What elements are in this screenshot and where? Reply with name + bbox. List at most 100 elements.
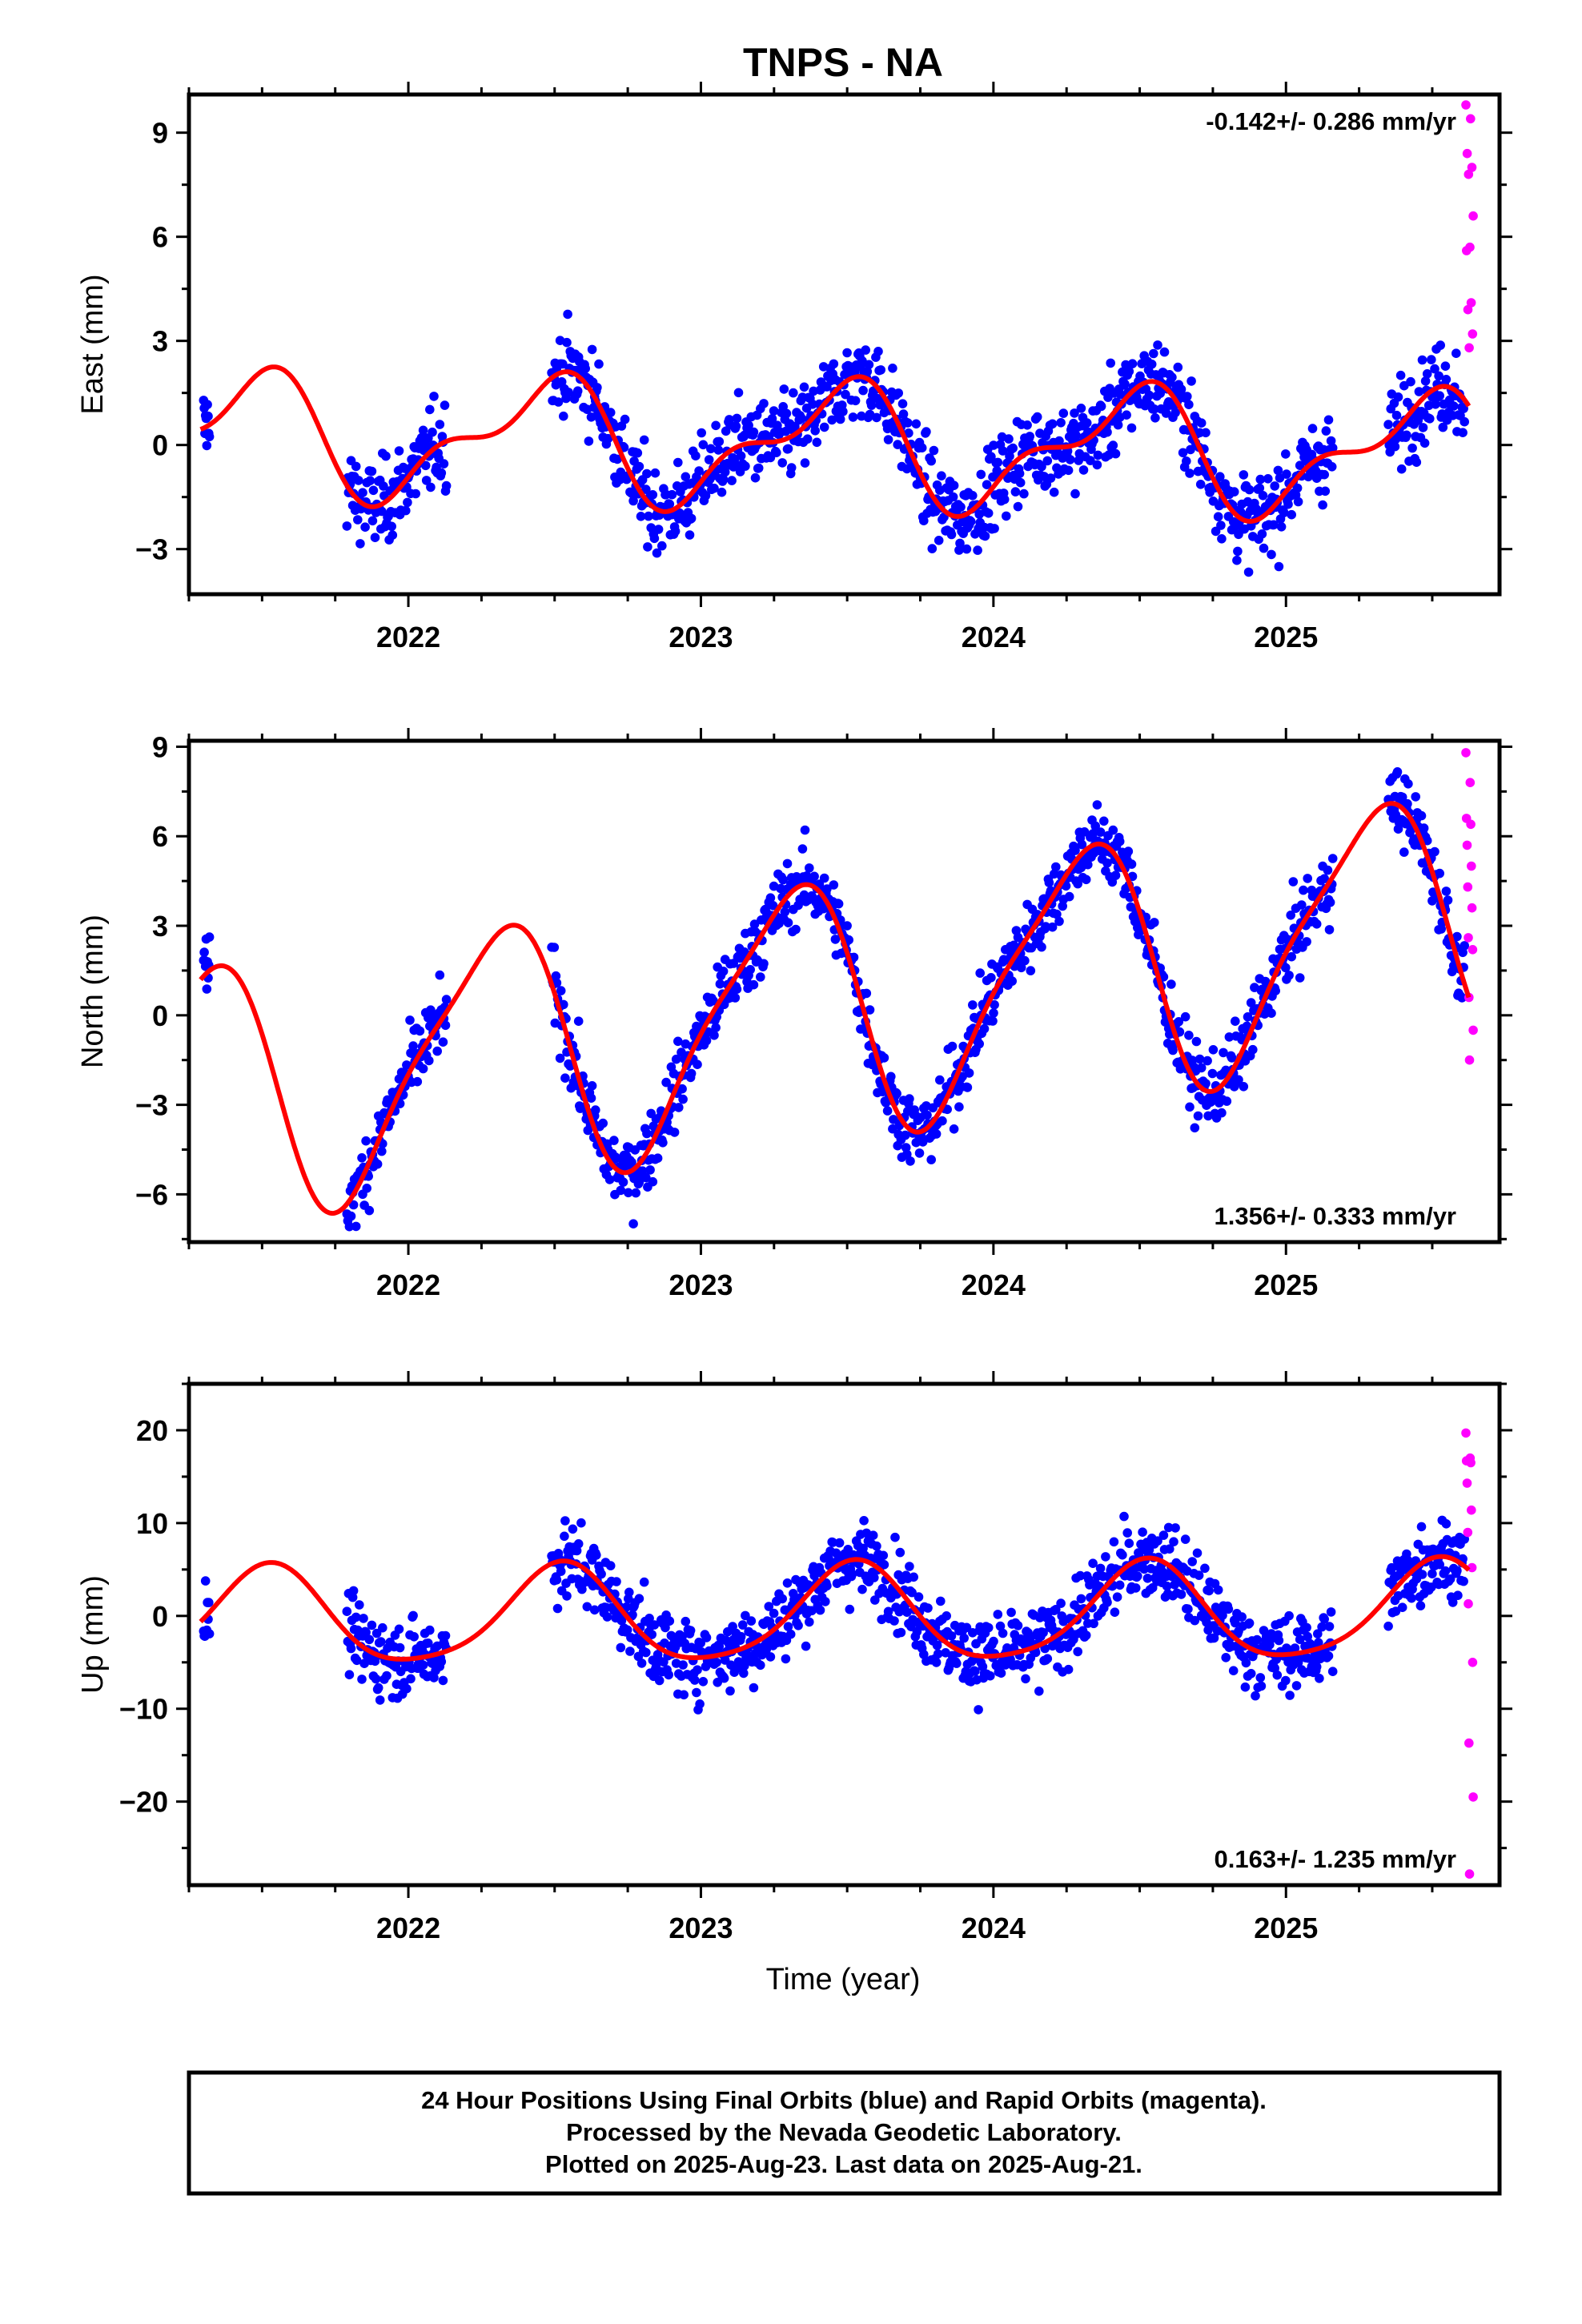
final-orbit-point	[409, 1632, 419, 1642]
final-orbit-point	[1163, 1522, 1174, 1533]
final-orbit-point	[1063, 1664, 1074, 1675]
final-orbit-point	[1070, 846, 1080, 855]
final-orbit-point	[695, 1699, 705, 1709]
final-orbit-point	[612, 1577, 621, 1586]
final-orbit-point	[713, 1678, 722, 1687]
final-orbit-point	[549, 943, 560, 952]
final-orbit-point	[872, 412, 881, 423]
final-orbit-point	[782, 1578, 793, 1588]
final-orbit-point	[403, 497, 412, 508]
final-orbit-point	[714, 436, 725, 447]
final-orbit-point	[1165, 1544, 1174, 1554]
final-orbit-point	[1286, 911, 1295, 920]
y-tick-label: 3	[152, 325, 168, 358]
rapid-orbit-point	[1462, 246, 1472, 255]
final-orbit-point	[922, 1110, 932, 1120]
final-orbit-point	[1089, 1618, 1098, 1629]
final-orbit-point	[1182, 392, 1192, 401]
final-orbit-point	[657, 541, 667, 551]
final-orbit-point	[1276, 522, 1287, 532]
final-orbit-point	[1272, 1670, 1283, 1680]
final-orbit-point	[1281, 449, 1291, 459]
final-orbit-point	[1273, 465, 1283, 476]
final-orbit-point	[753, 463, 764, 473]
final-orbit-point	[693, 1059, 702, 1069]
final-orbit-point	[628, 496, 638, 506]
final-orbit-point	[872, 1541, 881, 1551]
rapid-orbit-point	[1466, 298, 1476, 308]
final-orbit-point	[962, 544, 972, 554]
final-orbit-point	[1327, 1667, 1338, 1676]
final-orbit-point	[560, 1073, 570, 1083]
final-orbit-point	[706, 444, 716, 454]
final-orbit-point	[694, 466, 704, 476]
final-orbit-point	[367, 1620, 377, 1630]
final-orbit-point	[727, 476, 737, 485]
final-orbit-point	[346, 1643, 356, 1654]
final-orbit-point	[895, 1547, 905, 1558]
east-plot-frame	[187, 92, 1502, 597]
final-orbit-point	[780, 907, 790, 917]
final-orbit-point	[1004, 434, 1014, 444]
final-orbit-point	[1285, 1691, 1295, 1700]
final-orbit-point	[1317, 1622, 1327, 1632]
final-orbit-point	[1076, 404, 1086, 413]
final-orbit-point	[612, 454, 622, 464]
final-orbit-point	[1320, 486, 1331, 497]
final-orbit-point	[440, 1020, 451, 1031]
final-orbit-point	[1441, 887, 1452, 896]
final-orbit-point	[725, 1686, 735, 1696]
up-y-axis-label: Up (mm)	[76, 1575, 110, 1694]
final-orbit-point	[1193, 1111, 1203, 1121]
final-orbit-point	[1457, 993, 1467, 1003]
final-orbit-point	[873, 347, 883, 356]
final-orbit-point	[644, 511, 653, 521]
final-orbit-point	[1416, 810, 1427, 821]
final-orbit-point	[686, 1068, 697, 1079]
final-orbit-point	[1052, 909, 1062, 919]
final-orbit-point	[1258, 491, 1268, 501]
final-orbit-point	[745, 965, 755, 975]
final-orbit-point	[946, 1631, 957, 1641]
final-orbit-point	[970, 1667, 980, 1676]
final-orbit-point	[883, 435, 893, 444]
final-orbit-point	[948, 492, 958, 502]
final-orbit-point	[1248, 1044, 1258, 1055]
final-orbit-point	[402, 1683, 412, 1694]
final-orbit-point	[949, 480, 959, 490]
final-orbit-point	[421, 476, 432, 485]
final-orbit-point	[1047, 419, 1058, 429]
final-orbit-point	[749, 1683, 759, 1693]
final-orbit-point	[769, 1608, 779, 1618]
final-orbit-point	[993, 457, 1003, 468]
rapid-orbit-point	[1461, 1428, 1471, 1438]
final-orbit-point	[401, 505, 411, 516]
final-orbit-point	[1295, 1634, 1305, 1644]
x-axis-label: Time (year)	[766, 1963, 921, 1996]
final-orbit-point	[756, 1660, 765, 1671]
final-orbit-point	[1020, 955, 1030, 966]
final-orbit-point	[808, 400, 817, 409]
final-orbit-point	[685, 1626, 696, 1635]
final-orbit-point	[673, 1036, 683, 1047]
final-orbit-point	[1282, 469, 1291, 479]
final-orbit-point	[584, 436, 594, 446]
final-orbit-point	[976, 469, 986, 480]
final-orbit-point	[1082, 418, 1092, 428]
final-orbit-point	[890, 1532, 900, 1542]
final-orbit-point	[1302, 1622, 1311, 1633]
final-orbit-point	[648, 1176, 658, 1187]
final-orbit-point	[697, 428, 706, 438]
east-rate-annotation: -0.142+/- 0.286 mm/yr	[1206, 107, 1456, 135]
final-orbit-point	[1228, 1666, 1239, 1675]
final-orbit-point	[1246, 998, 1256, 1007]
final-orbit-point	[990, 999, 999, 1010]
final-orbit-point	[1187, 1557, 1197, 1566]
final-orbit-point	[395, 1642, 405, 1653]
final-orbit-point	[1076, 1594, 1086, 1604]
final-orbit-point	[556, 986, 566, 995]
rapid-orbit-point	[1463, 1527, 1473, 1538]
final-orbit-point	[1102, 1598, 1112, 1607]
final-orbit-point	[351, 1655, 362, 1666]
final-orbit-point	[893, 388, 903, 398]
